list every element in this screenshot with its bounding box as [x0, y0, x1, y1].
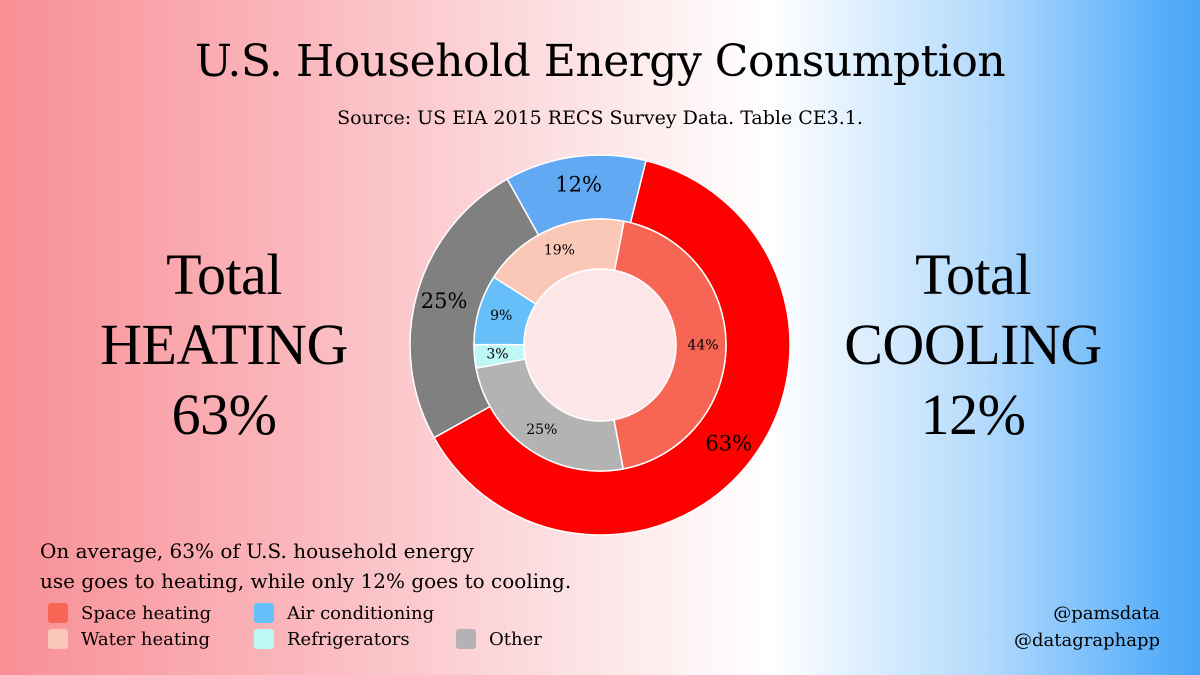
total-cooling-value: 12% — [920, 382, 1026, 447]
legend-item-space-heating: Space heating — [48, 600, 211, 626]
legend-label-other: Other — [489, 628, 542, 650]
outer-label-cooling: 12% — [555, 172, 602, 196]
credit-pamsdata: @pamsdata — [1053, 603, 1160, 624]
total-heating-line1: Total — [166, 242, 282, 307]
legend-label-air-conditioning: Air conditioning — [287, 602, 435, 624]
outer-ring — [409, 154, 791, 536]
total-heating-callout: Total HEATING 63% — [74, 240, 374, 450]
inner-label-air-conditioning: 9% — [490, 308, 512, 324]
total-heating-line2: HEATING — [100, 312, 348, 377]
legend-label-refrigerators: Refrigerators — [287, 628, 410, 650]
credit-datagraphapp: @datagraphapp — [1014, 630, 1160, 651]
chart-title: U.S. Household Energy Consumption — [194, 36, 1006, 87]
legend-swatch-other — [456, 629, 476, 649]
inner-label-water-heating: 19% — [544, 242, 575, 258]
inner-label-refrigerators: 3% — [486, 346, 508, 362]
donut-center — [523, 268, 677, 422]
inner-label-space-heating: 44% — [687, 337, 718, 353]
legend-item-air-conditioning: Air conditioning — [254, 600, 434, 626]
credits: @pamsdata @datagraphapp — [1014, 600, 1160, 654]
legend: Space heating Water heating Air conditio… — [48, 600, 608, 660]
inner-label-other: 25% — [526, 422, 557, 438]
summary-line-1: On average, 63% of U.S. household energy — [40, 539, 474, 563]
inner-ring — [473, 218, 727, 472]
legend-swatch-air-conditioning — [254, 603, 274, 623]
total-heating-value: 63% — [171, 382, 277, 447]
legend-swatch-water-heating — [48, 629, 68, 649]
slice-labels: 63% 25% 12% 44% 25% 3% 9% 19% — [421, 172, 752, 455]
total-cooling-callout: Total COOLING 12% — [823, 240, 1123, 450]
legend-label-space-heating: Space heating — [81, 602, 212, 624]
legend-swatch-space-heating — [48, 603, 68, 623]
legend-item-water-heating: Water heating — [48, 626, 210, 652]
legend-item-refrigerators: Refrigerators — [254, 626, 410, 652]
outer-label-heating: 63% — [705, 431, 752, 455]
outer-label-other: 25% — [421, 289, 468, 313]
total-cooling-line2: COOLING — [844, 312, 1102, 377]
legend-item-other: Other — [456, 626, 542, 652]
legend-label-water-heating: Water heating — [81, 628, 210, 650]
chart-subtitle: Source: US EIA 2015 RECS Survey Data. Ta… — [337, 107, 863, 129]
summary-note: On average, 63% of U.S. household energy… — [40, 536, 571, 596]
total-cooling-line1: Total — [915, 242, 1031, 307]
legend-swatch-refrigerators — [254, 629, 274, 649]
summary-line-2: use goes to heating, while only 12% goes… — [40, 569, 572, 593]
